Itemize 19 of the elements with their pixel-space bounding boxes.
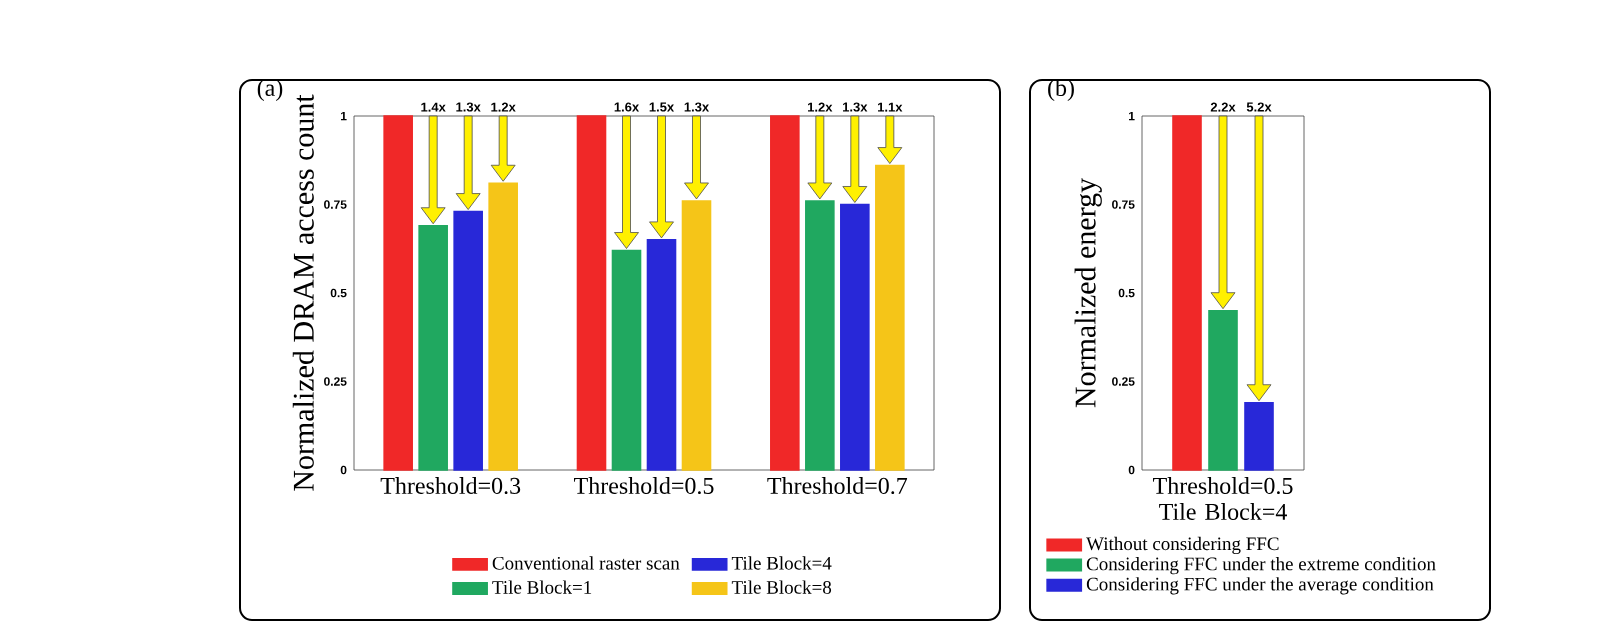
x-tick-label: Threshold=0.3 — [380, 477, 521, 495]
bar — [383, 115, 413, 471]
legend-label: Considering FFC under the average condition — [1086, 577, 1434, 595]
bar — [576, 115, 607, 471]
bar — [1244, 401, 1274, 471]
x-tick-label: Threshold=0.7 — [767, 477, 908, 495]
legend-label: Tile Block=8 — [731, 580, 832, 594]
y-axis-title: Normalized energy — [1074, 178, 1102, 408]
bar — [1172, 115, 1202, 471]
chart-title: (a) — [257, 79, 283, 101]
legend-label: Without considering FFC — [1086, 536, 1279, 555]
legend-label: Considering FFC under the extreme condition — [1086, 557, 1436, 575]
legend-label: Conventional raster scan — [492, 556, 680, 570]
x-tick-label: Threshold=0.5 — [574, 477, 714, 495]
bar — [770, 115, 800, 471]
x-tick-label: Threshold=0.5 Tile Block=4 — [1153, 477, 1293, 520]
y-axis-title: Normalized DRAM access count — [292, 94, 314, 491]
legend-label: Tile Block=4 — [731, 556, 832, 570]
legend-label: Tile Block=1 — [492, 580, 592, 594]
